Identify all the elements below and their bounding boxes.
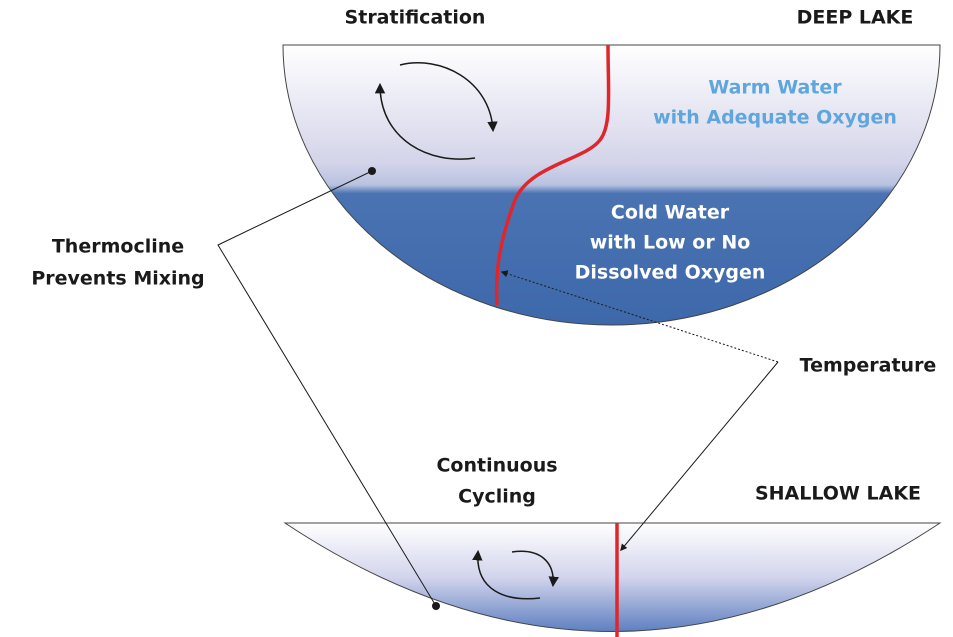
callout-label: Prevents Mixing [31, 268, 204, 290]
lake-title: SHALLOW LAKE [755, 483, 921, 505]
shallow-lake-basin [283, 522, 942, 632]
warm-label: with Adequate Oxygen [653, 107, 897, 129]
heading: Cycling [458, 486, 536, 508]
lake-title: DEEP LAKE [797, 7, 914, 29]
cycle-arrow [472, 549, 541, 600]
warm-label: Warm Water [708, 77, 842, 99]
deep-lake-basin [282, 44, 941, 326]
thermocline-leader [217, 170, 437, 607]
callout-label: Thermocline [52, 236, 184, 258]
heading: Continuous [436, 455, 557, 477]
cycle-arrow [511, 550, 559, 588]
cold-label: Dissolved Oxygen [575, 262, 766, 284]
cold-label: with Low or No [590, 232, 751, 254]
deep-temperature-profile [494, 44, 611, 306]
heading: Stratification [345, 7, 486, 29]
temperature-leader [620, 361, 779, 552]
cycle-arrow [374, 82, 476, 160]
cold-label: Cold Water [611, 202, 730, 224]
cycle-arrow [399, 62, 498, 133]
temperature-leader [500, 270, 779, 363]
callout-label: Temperature [800, 355, 937, 377]
